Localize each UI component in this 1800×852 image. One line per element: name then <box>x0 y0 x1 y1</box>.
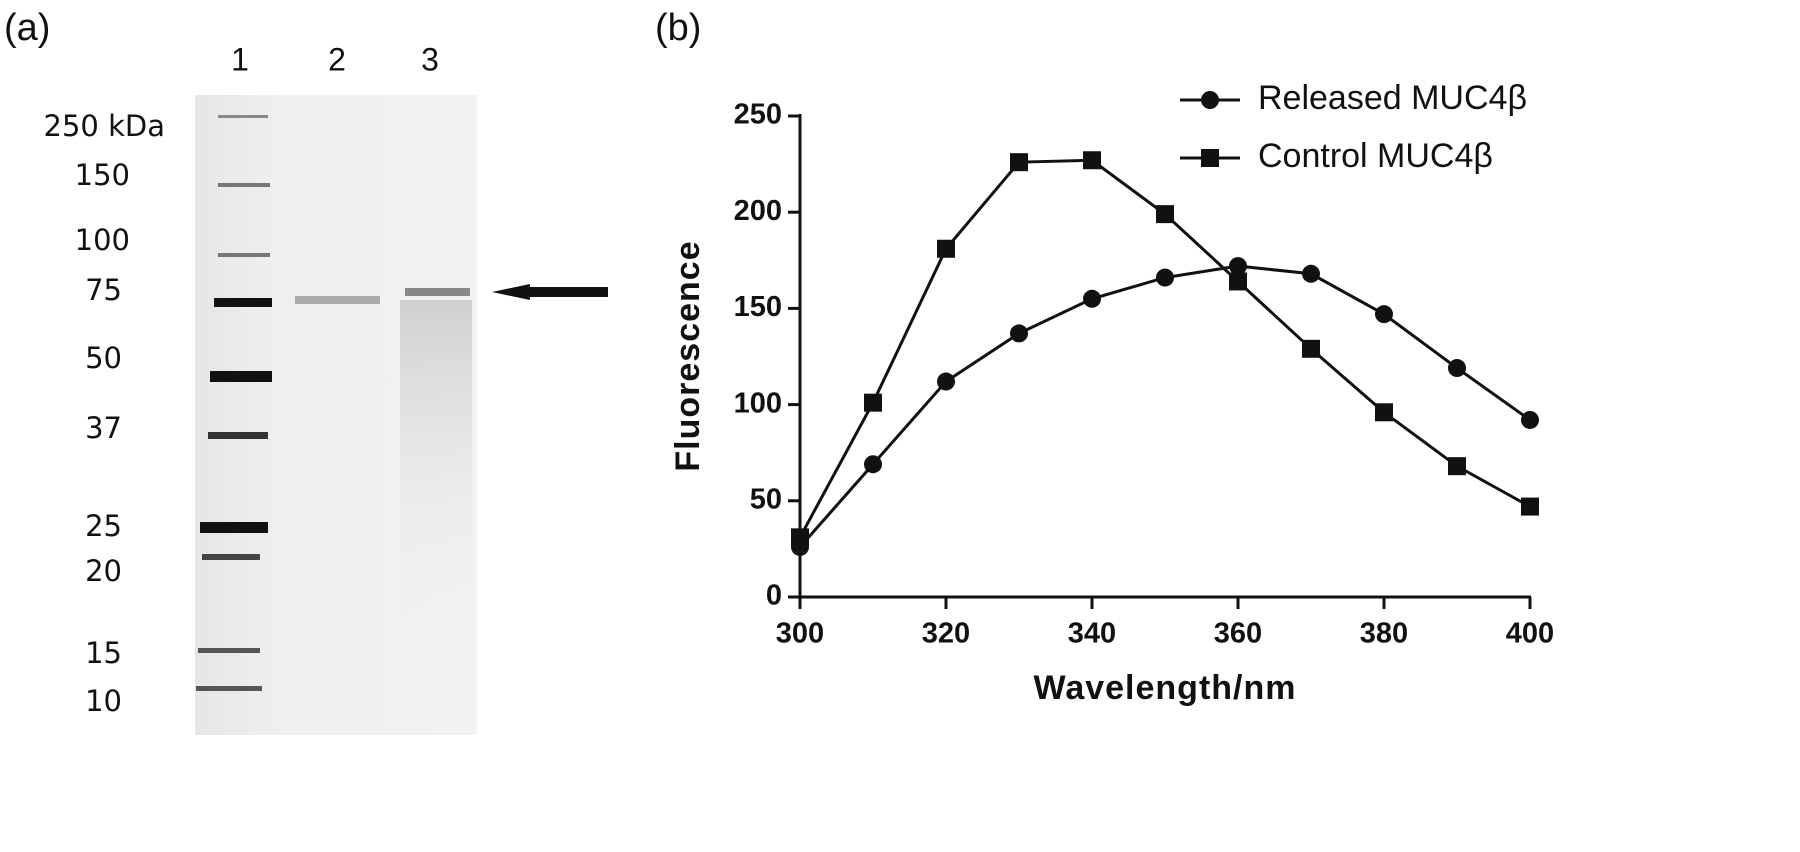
marker-label: 100 <box>75 223 130 257</box>
marker <box>1448 457 1466 476</box>
sample-band <box>295 296 380 304</box>
legend-label: Released MUC4β <box>1258 79 1527 117</box>
marker <box>1375 403 1393 422</box>
arrow <box>492 284 608 300</box>
y-tick-label: 0 <box>766 580 782 612</box>
marker-label: 150 <box>75 158 130 192</box>
x-tick-label: 300 <box>776 618 824 650</box>
marker <box>791 528 809 547</box>
y-tick-label: 150 <box>734 291 782 323</box>
marker-label: 250 kDa <box>44 109 165 143</box>
x-tick-label: 320 <box>922 618 970 650</box>
x-tick-label: 380 <box>1360 618 1408 650</box>
sample-band <box>405 288 470 296</box>
x-axis-title: Wavelength/nm <box>1034 669 1297 707</box>
gel: 1 2 3 250 kDa 150 100 75 50 37 25 20 15 … <box>44 41 608 735</box>
marker <box>1521 410 1539 429</box>
marker <box>1010 324 1028 343</box>
marker <box>1448 359 1466 378</box>
marker <box>1010 153 1028 172</box>
marker-label: 25 <box>85 509 122 543</box>
marker <box>1156 268 1174 287</box>
y-tick-label: 250 <box>734 99 782 131</box>
legend-marker <box>1201 149 1219 167</box>
marker <box>864 455 882 474</box>
lane-label: 3 <box>421 41 439 77</box>
marker-label: 75 <box>85 273 122 307</box>
panel-label: (b) <box>655 7 701 49</box>
marker <box>1375 305 1393 324</box>
marker <box>1521 497 1539 516</box>
marker-label: 37 <box>85 411 122 445</box>
legend-marker <box>1201 91 1219 109</box>
marker <box>1229 272 1247 291</box>
ladder-bands <box>196 115 272 691</box>
x-tick-label: 400 <box>1506 618 1554 650</box>
x-tick-label: 360 <box>1214 618 1262 650</box>
marker <box>937 372 955 391</box>
marker <box>1229 257 1247 276</box>
y-tick-label: 100 <box>734 387 782 419</box>
marker <box>1083 289 1101 308</box>
marker <box>1156 205 1174 224</box>
lane-label: 1 <box>231 41 249 77</box>
marker <box>864 393 882 412</box>
marker-label: 50 <box>85 341 122 375</box>
series-line <box>798 264 1531 548</box>
legend-label: Control MUC4β <box>1258 137 1493 175</box>
marker-label: 10 <box>85 684 122 718</box>
gel-smear <box>400 300 472 630</box>
marker <box>1302 264 1320 283</box>
marker <box>1302 339 1320 358</box>
marker <box>1083 151 1101 170</box>
marker-label: 20 <box>85 554 122 588</box>
lane-label: 2 <box>328 41 346 77</box>
y-tick-label: 200 <box>734 195 782 227</box>
y-axis-title: Fluorescence <box>669 240 707 471</box>
x-tick-label: 340 <box>1068 618 1116 650</box>
marker <box>937 239 955 258</box>
panel-label: (a) <box>4 7 50 49</box>
marker-label: 15 <box>85 636 122 670</box>
y-tick-label: 50 <box>750 483 782 515</box>
